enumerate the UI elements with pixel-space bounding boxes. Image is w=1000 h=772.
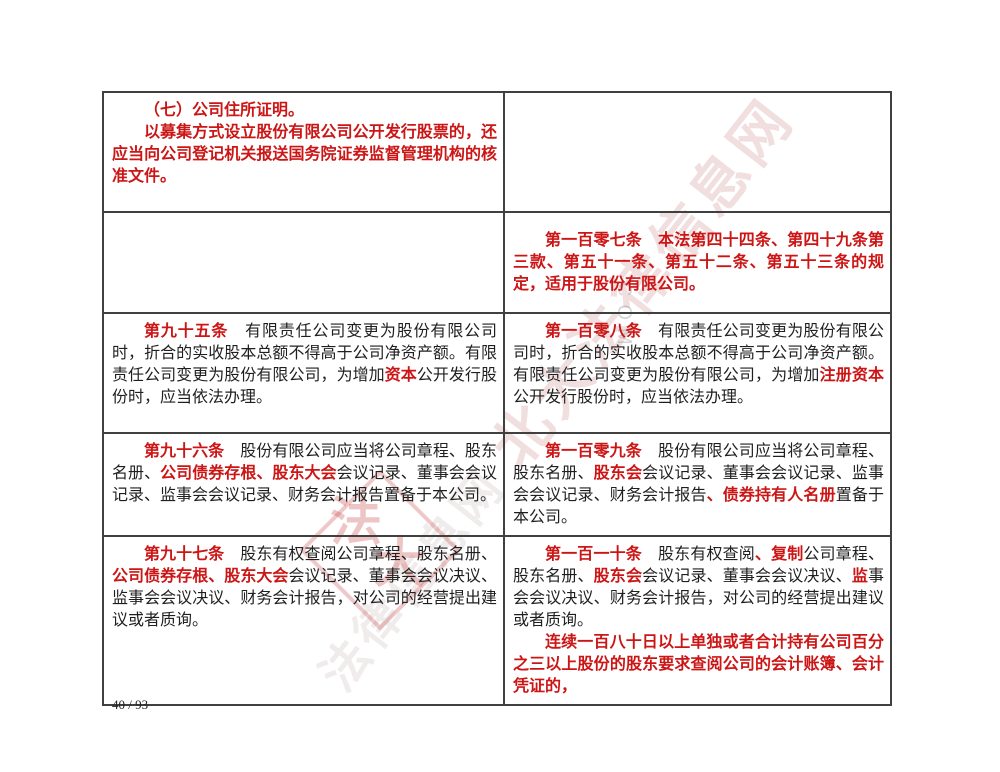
revised-text: 股东会	[593, 568, 643, 585]
body-text: 股东有权查阅	[641, 546, 755, 563]
table-cell-left: 第九十五条 有限责任公司变更为股份有限公司时，折合的实收股本总额不得高于公司净资…	[102, 312, 505, 434]
revised-text: 以募集方式设立股份有限公司公开发行股票的，还应当向公司登记机关报送国务院证券监督…	[112, 124, 497, 185]
law-paragraph: 第九十七条 股东有权查阅公司章程、股东名册、公司债券存根、股东大会会议记录、董事…	[112, 544, 497, 632]
revised-text: 公司债券存根、股东大会	[160, 465, 337, 482]
body-text: 会议记录、董事会会议决议、	[642, 568, 852, 585]
revised-text: 股东会	[593, 465, 643, 482]
revised-text: 第一百零八条	[545, 323, 642, 340]
law-paragraph: 第一百零七条 本法第四十四条、第四十九条第三款、第五十一条、第五十二条、第五十三…	[513, 230, 884, 296]
revised-text: 注册资本	[819, 367, 884, 384]
table-row: （七）公司住所证明。以募集方式设立股份有限公司公开发行股票的，还应当向公司登记机…	[102, 91, 892, 213]
body-text: 有限责任公司变更为股份有限公司时，折合的实收股本总额不得高于公司净资产额。有限责…	[112, 323, 497, 384]
table-cell-right: 第一百零九条 股份有限公司应当将公司章程、股东名册、股东会会议记录、董事会会议记…	[503, 432, 892, 537]
table-row: 第九十五条 有限责任公司变更为股份有限公司时，折合的实收股本总额不得高于公司净资…	[102, 312, 892, 434]
law-comparison-table: （七）公司住所证明。以募集方式设立股份有限公司公开发行股票的，还应当向公司登记机…	[102, 91, 892, 706]
revised-text: 第一百零九条	[545, 443, 642, 460]
revised-text: 第九十七条	[144, 546, 225, 563]
revised-text: 监	[851, 568, 868, 585]
comparison-table-body: （七）公司住所证明。以募集方式设立股份有限公司公开发行股票的，还应当向公司登记机…	[102, 91, 892, 706]
table-cell-left: 第九十七条 股东有权查阅公司章程、股东名册、公司债券存根、股东大会会议记录、董事…	[102, 535, 505, 706]
revised-text: （七）公司住所证明。	[144, 102, 305, 119]
table-cell-left: （七）公司住所证明。以募集方式设立股份有限公司公开发行股票的，还应当向公司登记机…	[102, 91, 505, 213]
revised-text: 、复制	[754, 546, 804, 563]
law-paragraph: （七）公司住所证明。	[112, 100, 497, 122]
revised-text: 、债券持有人名册	[706, 487, 836, 504]
body-text: 股东有权查阅公司章程、股东名册、	[224, 546, 497, 563]
law-paragraph: 第一百零八条 有限责任公司变更为股份有限公司时，折合的实收股本总额不得高于公司净…	[513, 321, 884, 409]
body-text: 股份有限公司应当将公司章程、股东名册、	[112, 443, 497, 482]
table-cell-right: 第一百一十条 股东有权查阅、复制公司章程、股东名册、股东会会议记录、董事会会议决…	[503, 535, 892, 706]
revised-text: 第一百一十条	[545, 546, 642, 563]
body-text: 会议记录、董事会会议记录、监事会会议记录、财务会计报告	[513, 465, 884, 504]
revised-text: 资本	[384, 367, 417, 384]
table-cell-right	[503, 91, 892, 213]
law-paragraph: 第九十六条 股份有限公司应当将公司章程、股东名册、公司债券存根、股东大会会议记录…	[112, 441, 497, 507]
table-row: 第一百零七条 本法第四十四条、第四十九条第三款、第五十一条、第五十二条、第五十三…	[102, 211, 892, 314]
body-text: 事会会议决议、财务会计报告，对公司的经营提出建议或者质询。	[513, 568, 884, 629]
body-text: 置备于本公司。	[513, 487, 884, 526]
table-cell-right: 第一百零八条 有限责任公司变更为股份有限公司时，折合的实收股本总额不得高于公司净…	[503, 312, 892, 434]
table-cell-right: 第一百零七条 本法第四十四条、第四十九条第三款、第五十一条、第五十二条、第五十三…	[503, 211, 892, 314]
revised-text: 连续一百八十日以上单独或者合计持有公司百分之三以上股份的股东要求查阅公司的会计账…	[513, 634, 884, 695]
table-cell-left	[102, 211, 505, 314]
law-paragraph: 第一百一十条 股东有权查阅、复制公司章程、股东名册、股东会会议记录、董事会会议决…	[513, 544, 884, 632]
law-paragraph: 以募集方式设立股份有限公司公开发行股票的，还应当向公司登记机关报送国务院证券监督…	[112, 122, 497, 188]
law-paragraph: 第九十五条 有限责任公司变更为股份有限公司时，折合的实收股本总额不得高于公司净资…	[112, 321, 497, 409]
table-row: 第九十六条 股份有限公司应当将公司章程、股东名册、公司债券存根、股东大会会议记录…	[102, 432, 892, 537]
body-text: 有限责任公司变更为股份有限公司时，折合的实收股本总额不得高于公司净资产额。有限责…	[513, 323, 884, 384]
page-number: 40 / 93	[112, 697, 149, 712]
law-paragraph: 第一百零九条 股份有限公司应当将公司章程、股东名册、股东会会议记录、董事会会议记…	[513, 441, 884, 529]
law-paragraph: 连续一百八十日以上单独或者合计持有公司百分之三以上股份的股东要求查阅公司的会计账…	[513, 632, 884, 698]
revised-text: 第九十六条	[144, 443, 225, 460]
table-cell-left: 第九十六条 股份有限公司应当将公司章程、股东名册、公司债券存根、股东大会会议记录…	[102, 432, 505, 537]
body-text: 公开发行股份时，应当依法办理。	[513, 389, 754, 406]
body-text: 会议记录、董事会会议决议、监事会会议决议、财务会计报告，对公司的经营提出建议或者…	[112, 568, 497, 629]
body-text: 公司章程、股东名册、	[513, 546, 884, 585]
revised-text: 第九十五条	[144, 323, 229, 340]
revised-text: 第一百零七条	[545, 232, 642, 249]
body-text: 公开发行股份时，应当依法办理。	[112, 367, 497, 406]
revised-text: 本法第四十四条、第四十九条第三款、第五十一条、第五十二条、第五十三条的规定，适用…	[513, 232, 884, 293]
body-text: 股份有限公司应当将公司章程、股东名册、	[513, 443, 884, 482]
revised-text: 公司债券存根、股东大会	[112, 568, 289, 585]
body-text: 会议记录、董事会会议记录、监事会会议记录、财务会计报告置备于本公司。	[112, 465, 497, 504]
table-row: 第九十七条 股东有权查阅公司章程、股东名册、公司债券存根、股东大会会议记录、董事…	[102, 535, 892, 706]
